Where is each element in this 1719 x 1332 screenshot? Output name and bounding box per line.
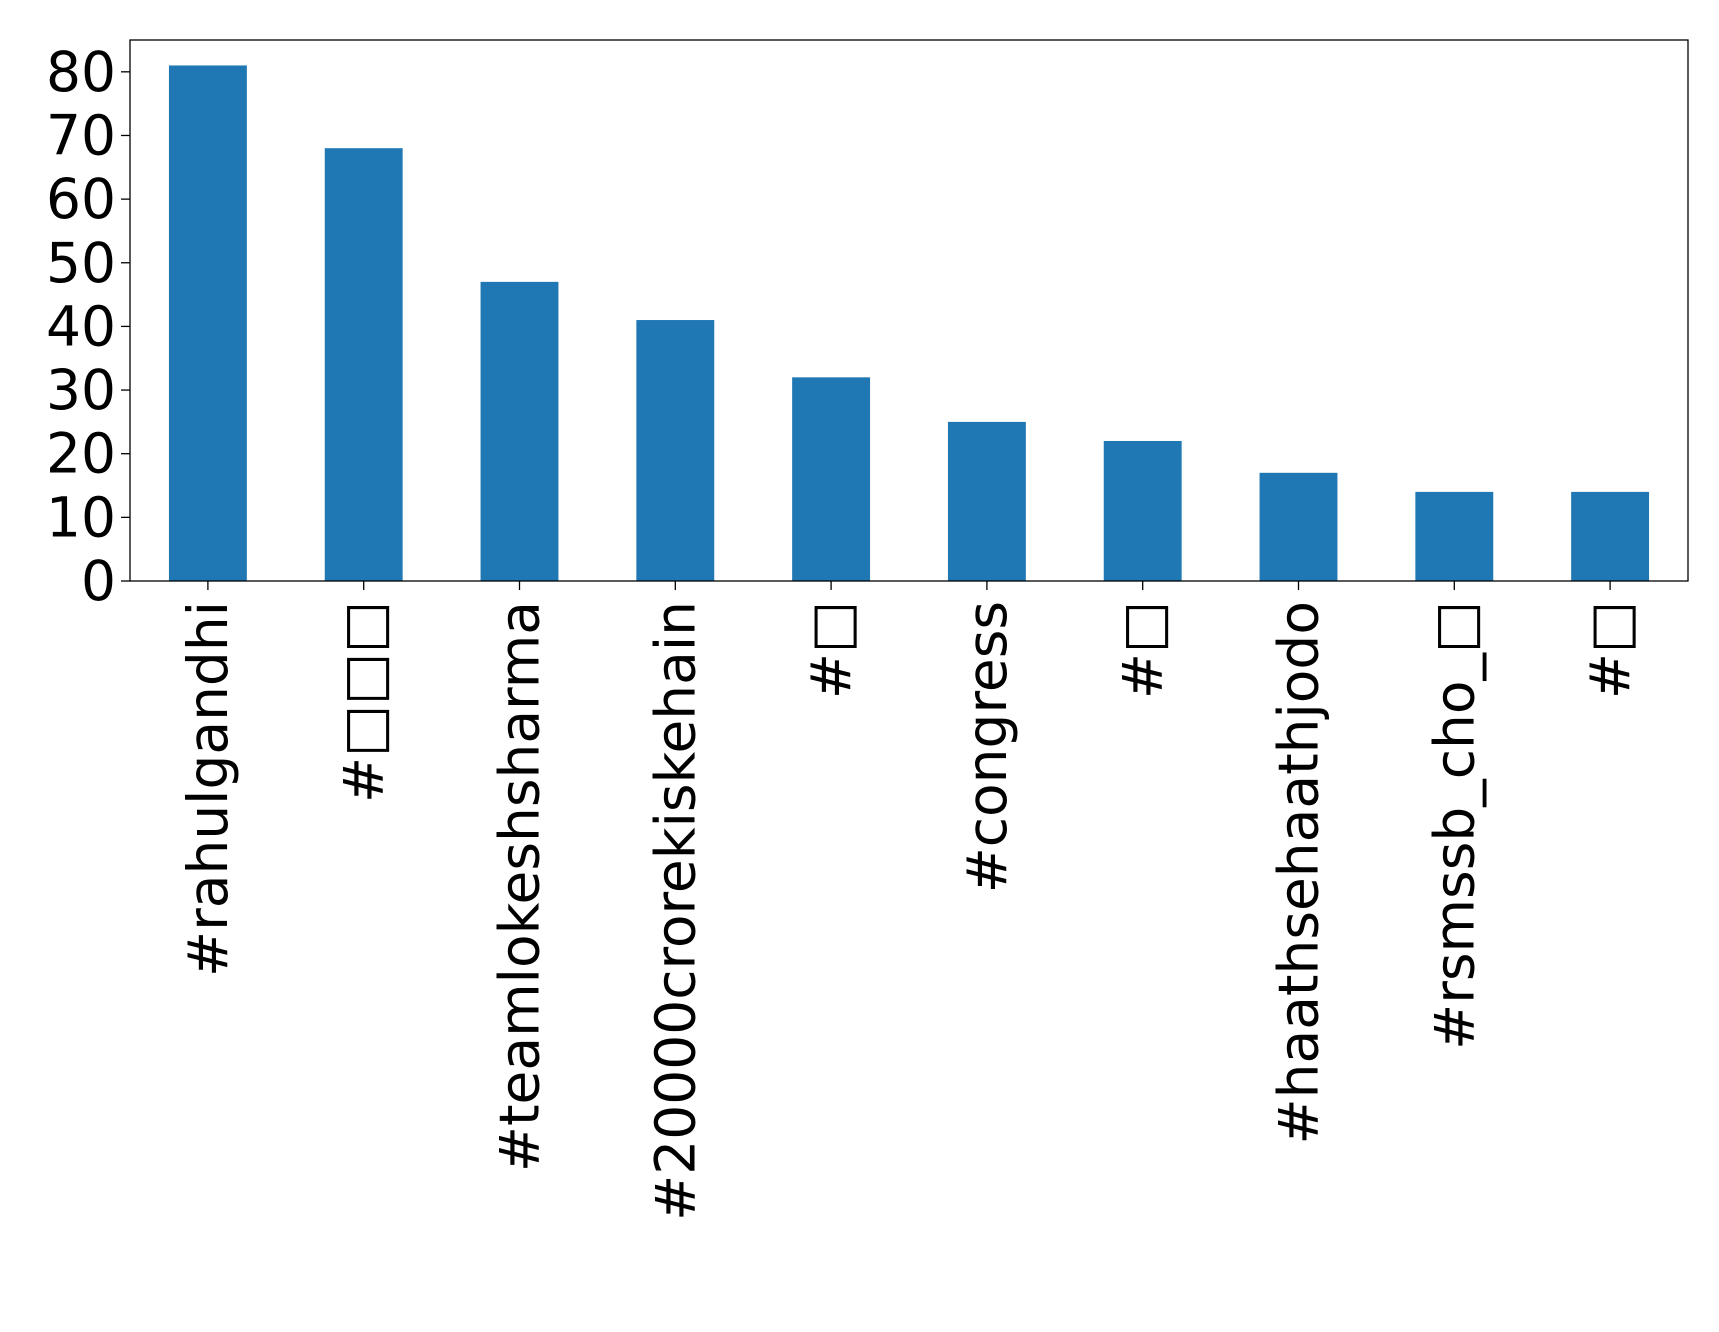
x-tick-label-3: #20000crorekiskehain (643, 601, 707, 1221)
y-tick-label-6: 60 (46, 167, 116, 231)
x-tick-label-0: #rahulgandhi (176, 601, 240, 977)
x-axis: #rahulgandhi #□□□ #teamlokeshsharma #20000c… (176, 581, 1642, 1221)
bar-1 (324, 148, 403, 581)
x-tick-label-8: #rsmssb_cho_□ (1422, 601, 1486, 1050)
x-tick-label-6: #□ (1111, 601, 1175, 699)
plot-frame (129, 39, 1689, 582)
y-tick-label-3: 30 (46, 358, 116, 422)
bars-group (168, 65, 1650, 582)
y-tick-label-7: 70 (46, 103, 116, 167)
bar-8 (1415, 491, 1494, 581)
x-tick-label-2: #teamlokeshsharma (488, 601, 552, 1172)
bar-3 (636, 320, 715, 581)
x-tick-label-9: #□ (1578, 601, 1642, 699)
y-tick-label-0: 0 (81, 549, 116, 613)
bar-4 (792, 377, 871, 581)
bar-5 (947, 421, 1026, 581)
y-tick-label-2: 20 (46, 422, 116, 486)
y-tick-label-8: 80 (46, 40, 116, 104)
y-tick-label-5: 50 (46, 231, 116, 295)
bar-7 (1259, 472, 1338, 581)
x-tick-label-1: #□□□ (332, 601, 396, 803)
y-tick-label-4: 40 (46, 294, 116, 358)
x-tick-label-5: #congress (955, 601, 1019, 893)
bar-0 (168, 65, 247, 582)
x-tick-label-4: #□ (799, 601, 863, 699)
bar-2 (480, 281, 559, 581)
bar-9 (1571, 491, 1650, 581)
x-tick-label-7: #haathsehaathjodo (1267, 601, 1331, 1144)
y-tick-label-1: 10 (46, 485, 116, 549)
bar-6 (1103, 440, 1182, 581)
